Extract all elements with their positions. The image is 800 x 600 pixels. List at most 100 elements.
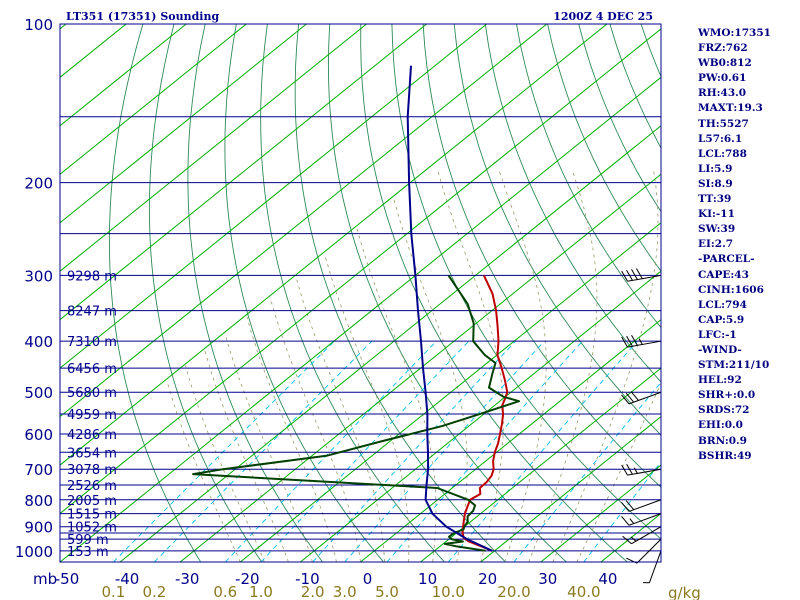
mixing-ratio-tick-label: 0.2 — [142, 583, 166, 600]
dry-adiabat-line — [422, 24, 661, 488]
height-label: 1052 m — [67, 521, 117, 536]
index-value: WB0:812 — [698, 57, 752, 70]
index-value: RH:43.0 — [698, 87, 747, 100]
index-value: FRZ:762 — [698, 42, 748, 55]
wind-barbs — [621, 268, 662, 584]
pressure-tick-label: 800 — [24, 492, 53, 510]
moist-adiabat-line — [324, 255, 410, 562]
temperature-tick-label: 10 — [418, 570, 437, 588]
pressure-tick-label: 300 — [24, 267, 53, 285]
mixing-ratio-lines — [113, 340, 661, 562]
isotherm-line — [60, 24, 608, 466]
dry-adiabat-line — [187, 24, 323, 562]
mixing-ratio-tick-label: 10.0 — [432, 583, 465, 600]
dry-adiabat-line — [294, 24, 506, 562]
height-label: 3654 m — [67, 446, 117, 461]
index-value: CAPE:43 — [698, 268, 749, 281]
moist-adiabat-line — [576, 381, 661, 562]
sounding-traces — [192, 65, 520, 552]
moist-adiabat-line — [224, 332, 313, 562]
height-label: 4286 m — [67, 428, 117, 443]
index-value: SHR+:0.0 — [698, 389, 756, 402]
isobars — [60, 23, 661, 552]
mixing-ratio-tick-label: 2.0 — [301, 583, 325, 600]
height-labels: 9298 m 8247 m 7310 m 6456 m 5680 m 4959 m 4286… — [67, 269, 117, 559]
index-value: LCL:788 — [698, 147, 747, 160]
moist-adiabat-line — [356, 228, 437, 562]
wind-barb — [621, 513, 662, 526]
isotherm-line — [60, 24, 427, 321]
isotherms — [60, 24, 661, 562]
height-label: 2005 m — [67, 494, 117, 509]
isotherm-line — [480, 415, 661, 562]
index-value: STM:211/10 — [698, 359, 770, 372]
pressure-tick-label: 1000 — [15, 543, 53, 561]
index-value: LFC:-1 — [698, 328, 737, 341]
pressure-tick-labels: 100 200 300 400 500 600 700 800 900 1000 — [15, 16, 53, 561]
height-label: 3078 m — [67, 463, 117, 478]
index-value: EI:2.7 — [698, 238, 734, 251]
index-value: BRN:0.9 — [698, 434, 747, 447]
temperature-trace — [461, 274, 509, 552]
isotherm-line — [60, 24, 187, 127]
index-value: PW:0.61 — [698, 72, 747, 85]
pressure-tick-label: 200 — [24, 175, 53, 193]
moist-adiabat-line — [437, 170, 504, 562]
mixing-ratio-line — [583, 461, 661, 562]
mixing-ratio-tick-label: 40.0 — [567, 583, 600, 600]
mixing-ratio-line — [224, 340, 437, 562]
plot-frame — [59, 23, 662, 563]
parcel-trace — [406, 65, 493, 552]
isotherm-line — [360, 319, 661, 562]
dry-adiabat-line — [391, 24, 661, 540]
isotherm-line — [60, 24, 488, 369]
index-value: HEL:92 — [698, 374, 742, 387]
height-label: 9298 m — [67, 269, 117, 284]
index-value: L57:6.1 — [698, 132, 743, 145]
moist-adiabat-line — [393, 198, 468, 562]
index-value: BSHR:49 — [698, 449, 752, 462]
mixing-ratio-line — [447, 340, 638, 562]
temperature-tick-label: 0 — [363, 570, 373, 588]
temperature-tick-label: -10 — [295, 570, 320, 588]
temperature-tick-label: 30 — [538, 570, 557, 588]
isotherm-line — [420, 367, 661, 562]
index-value: -PARCEL- — [698, 253, 755, 266]
isotherm-line — [179, 173, 661, 562]
wind-barb — [643, 550, 662, 584]
chart-title: LT351 (17351) Sounding — [66, 10, 219, 23]
isotherm-line — [119, 125, 661, 562]
isotherm-line — [300, 270, 661, 562]
isotherm-line — [60, 76, 661, 562]
height-label: 5680 m — [67, 386, 117, 401]
index-value: CAP:5.9 — [698, 313, 745, 326]
index-value: WMO:17351 — [698, 27, 771, 39]
wind-barb — [621, 463, 662, 476]
isotherm-line — [239, 222, 661, 562]
wind-barb — [621, 268, 662, 282]
mixing-ratio-tick-label: 0.6 — [213, 583, 237, 600]
mixing-ratio-unit-label: g/kg — [668, 584, 701, 600]
moist-adiabat-line — [552, 170, 659, 562]
mixing-ratio-tick-label: 20.0 — [497, 583, 530, 600]
dry-adiabat-line — [516, 24, 661, 329]
pressure-tick-label: 500 — [24, 384, 53, 402]
wind-barb — [621, 499, 662, 512]
moist-adiabat-line — [498, 170, 547, 562]
index-value: SW:39 — [698, 223, 736, 236]
dewpoint-trace — [192, 274, 520, 552]
mixing-ratio-line — [260, 340, 470, 562]
isotherm-line — [60, 24, 247, 175]
temperature-tick-label: 20 — [478, 570, 497, 588]
isotherm-line — [540, 464, 661, 562]
isotherm-line — [60, 24, 548, 418]
height-label: 7310 m — [67, 335, 117, 350]
valid-time: 1200Z 4 DEC 25 — [553, 10, 653, 23]
index-value: TH:5527 — [698, 117, 749, 130]
dry-adiabat-line — [484, 24, 661, 383]
index-value: TT:39 — [698, 193, 732, 206]
mixing-ratio-line — [113, 340, 335, 562]
index-value: KI:-11 — [698, 208, 735, 221]
pressure-tick-label: 600 — [24, 426, 53, 444]
